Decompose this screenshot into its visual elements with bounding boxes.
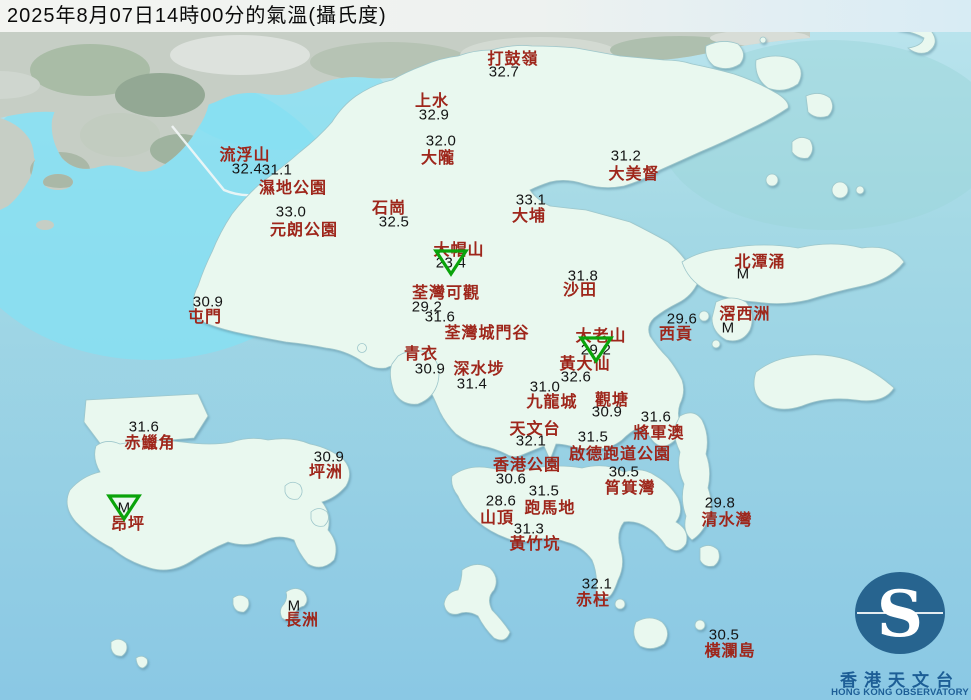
station-name-label: 赤柱 xyxy=(575,592,611,609)
station-temperature-value: 33.1 xyxy=(515,191,547,209)
station-name-label: 將軍澳 xyxy=(633,425,685,442)
station-name-label: 滘西洲 xyxy=(719,306,771,323)
station-temperature-value: 32.9 xyxy=(418,106,450,124)
station-temperature-value: 31.4 xyxy=(456,375,488,393)
station-name-label: 青衣 xyxy=(403,346,439,363)
station-temperature-value: 31.0 xyxy=(529,378,561,396)
station-name-label: 荃灣可觀 xyxy=(411,285,481,302)
station-temperature-value: 23.4 xyxy=(435,254,467,272)
station-temperature-value: 28.6 xyxy=(485,492,517,510)
station-name-label: 打鼓嶺 xyxy=(487,51,539,68)
hko-logo-english-name: HONG KONG OBSERVATORY xyxy=(831,687,969,698)
station-name-label: 清水灣 xyxy=(701,512,753,529)
station-temperature-value: 30.9 xyxy=(591,403,623,421)
title-bar: 2025年8月07日14時00分的氣溫(攝氏度) xyxy=(0,0,971,32)
station-temperature-value: 30.9 xyxy=(313,448,345,466)
station-temperature-value: M xyxy=(117,499,131,517)
station-temperature-value: 32.1 xyxy=(581,575,613,593)
station-temperature-value: 32.7 xyxy=(488,63,520,81)
station-name-label: 西貢 xyxy=(658,326,694,343)
station-temperature-value: 32.6 xyxy=(560,368,592,386)
hko-logo-icon: S xyxy=(855,572,945,654)
station-name-label: 天文台 xyxy=(509,421,561,438)
station-temperature-value: 31.2 xyxy=(610,147,642,165)
map-title: 2025年8月07日14時00分的氣溫(攝氏度) xyxy=(7,5,387,27)
station-name-label: 橫瀾島 xyxy=(704,643,756,660)
station-name-label: 石崗 xyxy=(371,200,407,217)
station-name-label: 啟德跑道公園 xyxy=(568,446,672,463)
station-temperature-value: 30.9 xyxy=(192,293,224,311)
station-name-label: 屯門 xyxy=(187,309,223,326)
svg-text:S: S xyxy=(877,577,923,652)
station-name-label: 香港公園 xyxy=(492,457,562,474)
station-temperature-value: 32.0 xyxy=(425,132,457,150)
station-temperature-value: 31.5 xyxy=(577,428,609,446)
station-name-label: 大埔 xyxy=(511,208,547,225)
station-temperature-value: 32.5 xyxy=(378,213,410,231)
station-name-label: 濕地公園 xyxy=(258,180,328,197)
station-name-label: 元朗公園 xyxy=(269,222,339,239)
station-name-label: 長洲 xyxy=(284,612,320,629)
station-name-label: 山頂 xyxy=(479,510,515,527)
station-temperature-value: 29.2 xyxy=(411,298,443,316)
station-temperature-value: 29.8 xyxy=(704,494,736,512)
station-temperature-value: M xyxy=(736,265,750,283)
station-temperature-value: 33.0 xyxy=(275,203,307,221)
station-temperature-value: 30.5 xyxy=(608,463,640,481)
station-name-label: 深水埗 xyxy=(453,361,505,378)
station-temperature-value: 31.8 xyxy=(567,267,599,285)
hko-logo-chinese-name: 香港天文台 xyxy=(840,671,960,690)
station-temperature-value: M xyxy=(287,597,301,615)
station-name-label: 大美督 xyxy=(608,166,660,183)
station-temperature-value: 31.3 xyxy=(513,520,545,538)
hko-logo: S 香港天文台 HONG KONG OBSERVATORY xyxy=(831,563,969,698)
station-name-label: 筲箕灣 xyxy=(604,480,656,497)
station-name-label: 北潭涌 xyxy=(734,254,786,271)
station-name-label: 坪洲 xyxy=(308,464,344,481)
station-temperature-value: 29.6 xyxy=(666,310,698,328)
station-temperature-value: M xyxy=(721,319,735,337)
station-temperature-value: 31.6 xyxy=(424,308,456,326)
station-name-label: 赤鱲角 xyxy=(124,435,176,452)
station-name-label: 上水 xyxy=(414,93,450,110)
station-name-label: 沙田 xyxy=(562,282,598,299)
station-name-label: 跑馬地 xyxy=(524,500,576,517)
station-temperature-value: 32.1 xyxy=(515,432,547,450)
station-temperature-value: 31.6 xyxy=(640,408,672,426)
station-temperature-value: 30.9 xyxy=(414,360,446,378)
station-name-label: 九龍城 xyxy=(526,394,578,411)
station-temperature-value: 31.5 xyxy=(528,482,560,500)
station-temperature-value: 30.6 xyxy=(495,470,527,488)
station-name-label: 流浮山 xyxy=(219,147,271,164)
station-name-label: 大隴 xyxy=(420,150,456,167)
station-temperature-value: 30.5 xyxy=(708,626,740,644)
station-temperature-value: 29.2 xyxy=(580,341,612,359)
hk-land xyxy=(66,26,936,669)
station-temperature-value: 31.1 xyxy=(261,161,293,179)
station-temperature-value: 32.4 xyxy=(231,160,263,178)
station-temperature-value: 31.6 xyxy=(128,418,160,436)
station-name-label: 黃竹坑 xyxy=(509,536,561,553)
station-name-label: 觀塘 xyxy=(594,392,630,409)
station-name-label: 荃灣城門谷 xyxy=(444,325,530,342)
